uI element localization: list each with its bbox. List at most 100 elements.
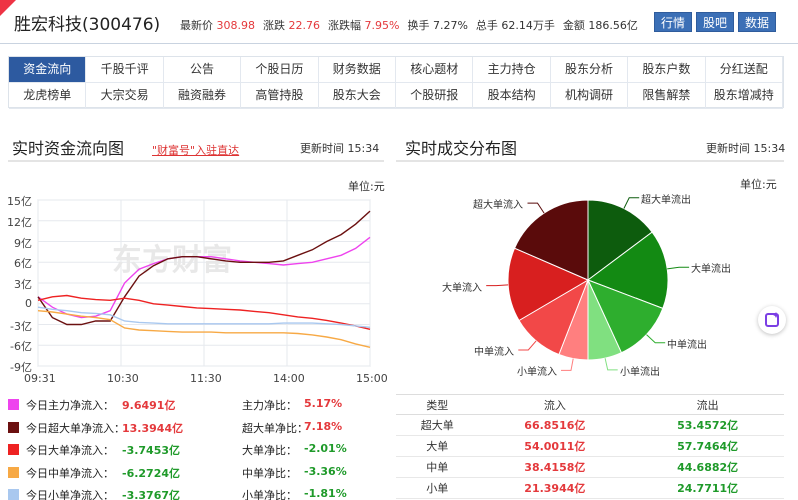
- row-out: 57.7464亿: [631, 435, 784, 457]
- quote-value: 7.95%: [361, 19, 400, 32]
- nav-tab[interactable]: 财务数据: [318, 57, 396, 83]
- pie-label-0: 超大单流出: [641, 195, 691, 206]
- pie-label-2: 中单流出: [667, 340, 707, 351]
- legend-value: -3.7453亿: [122, 444, 181, 457]
- legend-ratio-label: 小单净比：: [242, 489, 297, 500]
- nav-tab[interactable]: 限售解禁: [628, 83, 706, 109]
- pie-slice-0: [587, 199, 653, 281]
- quote-label: 涨跌幅: [328, 19, 361, 32]
- legend-ratio-label: 大单净比：: [242, 444, 297, 457]
- nav-tab[interactable]: 个股研报: [396, 83, 474, 109]
- quote-value: 186.56亿: [584, 19, 638, 32]
- pie-leader-line: [667, 266, 690, 270]
- y-tick-label: 9亿: [14, 236, 32, 250]
- pie-leader-line: [623, 197, 640, 209]
- series-line-2: [37, 294, 371, 330]
- row-in: 54.0011亿: [478, 435, 632, 457]
- col-out-header: 流出: [631, 394, 784, 415]
- quote-value: 62.14万手: [497, 19, 555, 32]
- pie-label-3: 小单流出: [620, 367, 660, 378]
- legend-label: 今日主力净流入：: [26, 399, 114, 412]
- nav-tab[interactable]: 大宗交易: [86, 83, 164, 109]
- edit-sparkle-icon: [765, 312, 779, 327]
- header-buttons: 行情 股吧 数据: [653, 12, 776, 32]
- legend-value: 13.3944亿: [122, 421, 184, 435]
- nav-tab[interactable]: 主力持仓: [473, 57, 551, 83]
- caifuhao-link[interactable]: "财富号"入驻直达: [152, 144, 240, 157]
- header-button-0[interactable]: 行情: [653, 12, 692, 32]
- legend-ratio-value: 5.17%: [304, 397, 343, 410]
- row-out: 24.7711亿: [631, 477, 784, 499]
- nav-tab[interactable]: 高管持股: [241, 83, 319, 109]
- left-unit-label: 单位:元: [348, 180, 385, 193]
- nav-tab[interactable]: 龙虎榜单: [9, 83, 87, 109]
- legend-ratio-value: -2.01%: [304, 442, 347, 455]
- row-type: 大单: [396, 435, 479, 457]
- right-title-divider: [396, 160, 784, 162]
- nav-tab[interactable]: 公告: [163, 57, 242, 83]
- nav-tab[interactable]: 股东户数: [628, 57, 706, 83]
- legend-value: -3.3767亿: [122, 489, 181, 500]
- table-header-row: 类型 流入 流出: [396, 394, 784, 415]
- legend-swatch: [8, 399, 19, 410]
- nav-tab[interactable]: 融资融券: [163, 83, 242, 109]
- legend-item: 今日超大单净流入： 13.3944亿 超大单净比： 7.18%: [8, 418, 378, 436]
- pie-label-5: 中单流入: [474, 347, 514, 358]
- right-unit-label: 单位:元: [740, 178, 777, 191]
- header-button-2[interactable]: 数据: [737, 12, 776, 32]
- legend-ratio-label: 超大单净比：: [242, 421, 308, 435]
- nav-tab[interactable]: 个股日历: [241, 57, 319, 83]
- nav-tab[interactable]: 股东大会: [318, 83, 396, 109]
- legend-ratio-value: -1.81%: [304, 487, 347, 500]
- nav-tab[interactable]: 机构调研: [550, 83, 629, 109]
- quote-label: 最新价: [180, 19, 213, 32]
- pie-slice-5: [518, 278, 589, 356]
- pie-leader-line: [518, 340, 537, 351]
- row-type: 中单: [396, 456, 479, 478]
- x-tick-label: 11:30: [190, 372, 222, 385]
- legend-value: -6.2724亿: [122, 466, 181, 480]
- y-tick-label: 3亿: [14, 278, 32, 291]
- legend-ratio-label: 主力净比：: [242, 399, 297, 412]
- x-tick-label: 09:31: [24, 372, 56, 385]
- y-tick-label: 15亿: [7, 195, 32, 208]
- series-line-0: [37, 236, 371, 319]
- right-panel-title: 实时成交分布图: [405, 139, 518, 158]
- nav-tab[interactable]: 千股千评: [86, 57, 164, 83]
- legend-ratio-label: 中单净比：: [242, 466, 297, 480]
- quote-value: 308.98: [213, 19, 255, 32]
- nav-tab[interactable]: 资金流向: [9, 57, 87, 83]
- floating-edit-button[interactable]: [758, 306, 786, 334]
- header-button-1[interactable]: 股吧: [695, 12, 734, 32]
- right-update-time: 更新时间 15:34: [706, 142, 786, 155]
- legend-item: 今日大单净流入： -3.7453亿 大单净比： -2.01%: [8, 440, 378, 458]
- y-tick-label: 6亿: [14, 257, 32, 271]
- quote-value: 7.27%: [429, 19, 468, 32]
- pie-slice-4: [558, 279, 589, 361]
- chart-plot-area: [37, 199, 371, 367]
- series-line-1: [37, 210, 371, 326]
- nav-tab[interactable]: 股东分析: [550, 57, 629, 83]
- table-row: 大单 54.0011亿 57.7464亿: [396, 435, 784, 457]
- y-tick-label: -6亿: [10, 340, 32, 354]
- table-row: 中单 38.4158亿 44.6882亿: [396, 456, 784, 478]
- pie-slice-6: [507, 247, 590, 322]
- nav-tab[interactable]: 股本结构: [473, 83, 551, 109]
- nav-tab[interactable]: 核心题材: [396, 57, 474, 83]
- col-type-header: 类型: [396, 394, 479, 415]
- x-tick-label: 14:00: [273, 372, 305, 385]
- left-update-time: 更新时间 15:34: [300, 142, 380, 155]
- row-out: 44.6882亿: [631, 456, 784, 478]
- quote-value: 22.76: [285, 19, 320, 32]
- row-in: 21.3944亿: [478, 477, 632, 499]
- legend-swatch: [8, 444, 19, 455]
- nav-tab[interactable]: 分红送配: [705, 57, 783, 83]
- legend-item: 今日中单净流入： -6.2724亿 中单净比： -3.36%: [8, 463, 378, 481]
- legend-item: 今日小单净流入： -3.3767亿 小单净比： -1.81%: [8, 485, 378, 500]
- nav-tab[interactable]: 股东增减持: [705, 83, 783, 109]
- legend-label: 今日中单净流入：: [26, 466, 114, 480]
- pie-label-6: 大单流入: [442, 283, 482, 294]
- legend-ratio-value: -3.36%: [304, 464, 347, 478]
- legend-swatch: [8, 466, 19, 478]
- x-tick-label: 10:30: [107, 372, 139, 385]
